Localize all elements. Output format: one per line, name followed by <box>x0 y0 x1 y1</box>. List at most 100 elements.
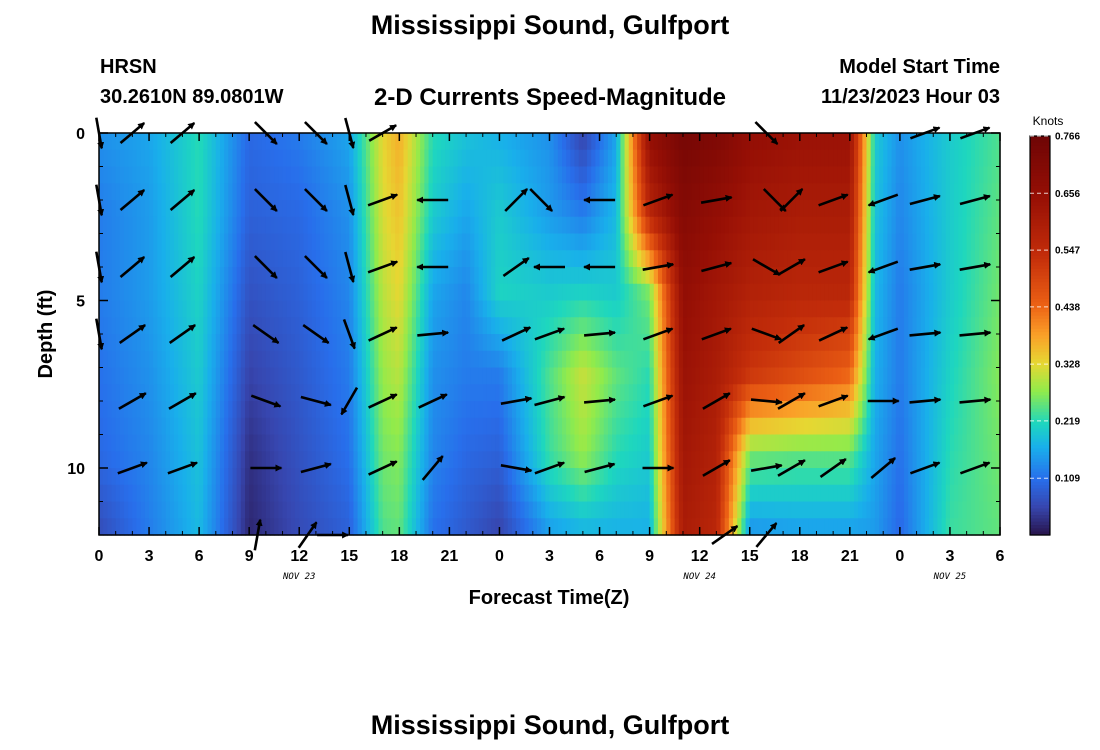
heatmap-cell <box>232 149 238 168</box>
heatmap-cell <box>236 384 242 402</box>
heatmap-cell <box>662 133 667 151</box>
heatmap-cell <box>808 367 813 385</box>
heatmap-cell <box>399 200 405 218</box>
heatmap-cell <box>157 283 163 302</box>
heatmap-cell <box>524 166 530 184</box>
heatmap-cell <box>937 384 943 402</box>
heatmap-cell <box>954 250 959 268</box>
heatmap-cell <box>837 434 843 452</box>
heatmap-cell <box>282 166 288 184</box>
heatmap-cell <box>916 166 922 184</box>
heatmap-cell <box>653 468 659 486</box>
heatmap-cell <box>486 149 492 168</box>
heatmap-cell <box>428 200 434 218</box>
heatmap-cell <box>737 434 742 452</box>
heatmap-cell <box>803 250 809 268</box>
heatmap-cell <box>245 317 250 335</box>
heatmap-cell <box>395 468 400 486</box>
heatmap-cell <box>962 501 968 519</box>
heatmap-cell <box>670 350 676 369</box>
heatmap-cell <box>286 501 292 519</box>
heatmap-cell <box>674 267 680 285</box>
heatmap-cell <box>203 384 209 402</box>
heatmap-cell <box>295 200 300 218</box>
heatmap-cell <box>632 149 638 168</box>
heatmap-cell <box>449 283 455 302</box>
heatmap-cell <box>361 417 367 436</box>
heatmap-cell <box>637 166 642 184</box>
heatmap-cell <box>674 468 680 486</box>
heatmap-cell <box>612 216 617 235</box>
heatmap-cell <box>124 334 129 352</box>
heatmap-cell <box>741 283 747 302</box>
heatmap-cell <box>353 267 359 285</box>
heatmap-cell <box>616 434 622 452</box>
heatmap-cell <box>436 149 442 168</box>
heatmap-cell <box>862 468 868 486</box>
heatmap-cell <box>929 417 934 436</box>
heatmap-cell <box>499 200 505 218</box>
heatmap-cell <box>783 417 788 436</box>
heatmap-cell <box>324 216 330 235</box>
heatmap-cell <box>182 216 188 235</box>
heatmap-cell <box>499 283 505 302</box>
heatmap-cell <box>453 518 459 536</box>
heatmap-cell <box>887 317 893 335</box>
heatmap-cell <box>428 451 434 469</box>
heatmap-cell <box>699 200 705 218</box>
heatmap-cell <box>920 518 926 536</box>
heatmap-cell <box>328 317 334 335</box>
heatmap-cell <box>253 451 259 469</box>
heatmap-cell <box>587 518 592 536</box>
heatmap-cell <box>578 501 584 519</box>
heatmap-cell <box>666 401 672 419</box>
heatmap-cell <box>165 317 171 335</box>
heatmap-cell <box>403 216 409 235</box>
heatmap-cell <box>499 267 505 285</box>
heatmap-cell <box>724 133 730 151</box>
heatmap-cell <box>791 166 797 184</box>
heatmap-cell <box>895 334 901 352</box>
heatmap-cell <box>182 384 188 402</box>
heatmap-cell <box>253 200 259 218</box>
heatmap-cell <box>599 350 605 369</box>
heatmap-cell <box>758 250 763 268</box>
heatmap-cell <box>895 216 901 235</box>
heatmap-cell <box>428 484 434 503</box>
heatmap-cell <box>395 401 400 419</box>
heatmap-cell <box>365 434 371 452</box>
heatmap-cell <box>591 216 596 235</box>
heatmap-cell <box>482 233 488 251</box>
heatmap-cell <box>416 166 421 184</box>
heatmap-cell <box>958 434 964 452</box>
heatmap-cell <box>286 334 292 352</box>
heatmap-cell <box>616 166 622 184</box>
heatmap-cell <box>365 334 371 352</box>
heatmap-cell <box>954 384 959 402</box>
heatmap-cell <box>762 149 768 168</box>
heatmap-cell <box>253 300 259 318</box>
heatmap-cell <box>929 300 934 318</box>
heatmap-cell <box>612 149 617 168</box>
heatmap-cell <box>716 518 722 536</box>
heatmap-cell <box>703 468 709 486</box>
heatmap-cell <box>424 233 430 251</box>
heatmap-cell <box>783 250 788 268</box>
heatmap-cell <box>416 317 421 335</box>
heatmap-cell <box>703 183 709 201</box>
heatmap-cell <box>411 183 417 201</box>
heatmap-cell <box>478 149 484 168</box>
heatmap-cell <box>620 283 626 302</box>
heatmap-cell <box>186 451 192 469</box>
heatmap-cell <box>161 350 167 369</box>
heatmap-cell <box>879 133 884 151</box>
heatmap-cell <box>491 250 496 268</box>
heatmap-cell <box>699 133 705 151</box>
heatmap-cell <box>916 183 922 201</box>
heatmap-cell <box>824 133 830 151</box>
heatmap-cell <box>737 166 742 184</box>
heatmap-cell <box>157 166 163 184</box>
heatmap-cell <box>453 350 459 369</box>
heatmap-cell <box>274 216 279 235</box>
heatmap-cell <box>261 468 267 486</box>
